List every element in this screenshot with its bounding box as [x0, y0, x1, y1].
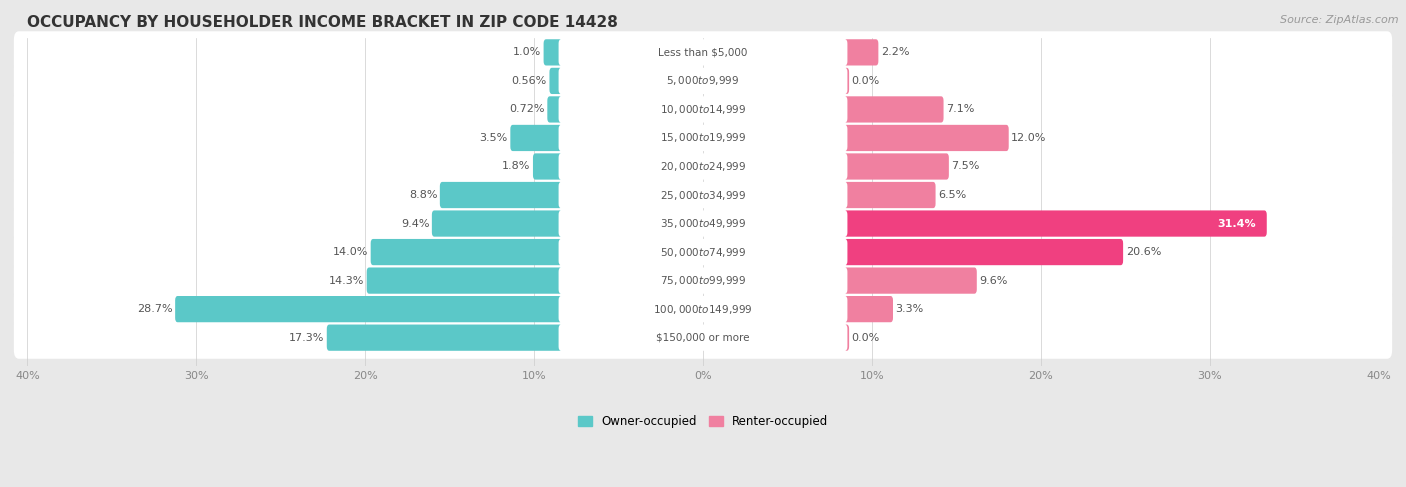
FancyBboxPatch shape: [14, 203, 1392, 244]
Text: $15,000 to $19,999: $15,000 to $19,999: [659, 131, 747, 145]
Text: 17.3%: 17.3%: [288, 333, 325, 343]
FancyBboxPatch shape: [432, 210, 562, 237]
Text: 9.6%: 9.6%: [980, 276, 1008, 285]
Text: 12.0%: 12.0%: [1011, 133, 1046, 143]
FancyBboxPatch shape: [14, 260, 1392, 302]
FancyBboxPatch shape: [558, 39, 848, 65]
Text: 7.1%: 7.1%: [946, 104, 974, 114]
Text: $100,000 to $149,999: $100,000 to $149,999: [654, 302, 752, 316]
FancyBboxPatch shape: [544, 39, 562, 65]
Text: OCCUPANCY BY HOUSEHOLDER INCOME BRACKET IN ZIP CODE 14428: OCCUPANCY BY HOUSEHOLDER INCOME BRACKET …: [27, 15, 619, 30]
Text: 1.0%: 1.0%: [513, 47, 541, 57]
FancyBboxPatch shape: [14, 231, 1392, 273]
Text: 7.5%: 7.5%: [952, 162, 980, 171]
FancyBboxPatch shape: [844, 96, 943, 123]
Text: Source: ZipAtlas.com: Source: ZipAtlas.com: [1281, 15, 1399, 25]
FancyBboxPatch shape: [550, 68, 562, 94]
Text: 0.72%: 0.72%: [509, 104, 544, 114]
FancyBboxPatch shape: [558, 153, 848, 180]
FancyBboxPatch shape: [844, 39, 879, 65]
Text: 6.5%: 6.5%: [938, 190, 966, 200]
FancyBboxPatch shape: [547, 96, 562, 123]
Text: Less than $5,000: Less than $5,000: [658, 47, 748, 57]
FancyBboxPatch shape: [367, 267, 562, 294]
FancyBboxPatch shape: [844, 153, 949, 180]
FancyBboxPatch shape: [844, 182, 935, 208]
Text: 1.8%: 1.8%: [502, 162, 530, 171]
Text: $5,000 to $9,999: $5,000 to $9,999: [666, 75, 740, 87]
Text: 20.6%: 20.6%: [1126, 247, 1161, 257]
Text: 0.56%: 0.56%: [512, 76, 547, 86]
Text: 9.4%: 9.4%: [401, 219, 429, 228]
FancyBboxPatch shape: [326, 324, 562, 351]
FancyBboxPatch shape: [558, 210, 848, 237]
FancyBboxPatch shape: [14, 117, 1392, 159]
FancyBboxPatch shape: [558, 68, 848, 94]
Text: $150,000 or more: $150,000 or more: [657, 333, 749, 343]
FancyBboxPatch shape: [14, 174, 1392, 216]
FancyBboxPatch shape: [533, 153, 562, 180]
FancyBboxPatch shape: [844, 324, 849, 351]
FancyBboxPatch shape: [14, 146, 1392, 187]
FancyBboxPatch shape: [844, 125, 1008, 151]
FancyBboxPatch shape: [14, 288, 1392, 330]
FancyBboxPatch shape: [14, 31, 1392, 74]
Text: 2.2%: 2.2%: [882, 47, 910, 57]
Text: 3.3%: 3.3%: [896, 304, 924, 314]
Text: 14.0%: 14.0%: [333, 247, 368, 257]
FancyBboxPatch shape: [844, 267, 977, 294]
FancyBboxPatch shape: [440, 182, 562, 208]
Text: 28.7%: 28.7%: [136, 304, 173, 314]
FancyBboxPatch shape: [844, 210, 1267, 237]
FancyBboxPatch shape: [14, 60, 1392, 102]
Text: $35,000 to $49,999: $35,000 to $49,999: [659, 217, 747, 230]
FancyBboxPatch shape: [558, 239, 848, 265]
Text: 8.8%: 8.8%: [409, 190, 437, 200]
FancyBboxPatch shape: [558, 182, 848, 208]
FancyBboxPatch shape: [558, 267, 848, 294]
Text: 31.4%: 31.4%: [1218, 219, 1256, 228]
FancyBboxPatch shape: [558, 324, 848, 351]
FancyBboxPatch shape: [844, 68, 849, 94]
FancyBboxPatch shape: [844, 296, 893, 322]
FancyBboxPatch shape: [371, 239, 562, 265]
Text: $20,000 to $24,999: $20,000 to $24,999: [659, 160, 747, 173]
Legend: Owner-occupied, Renter-occupied: Owner-occupied, Renter-occupied: [572, 410, 834, 432]
FancyBboxPatch shape: [510, 125, 562, 151]
Text: 0.0%: 0.0%: [852, 76, 880, 86]
FancyBboxPatch shape: [558, 96, 848, 123]
Text: 3.5%: 3.5%: [479, 133, 508, 143]
Text: $75,000 to $99,999: $75,000 to $99,999: [659, 274, 747, 287]
Text: 14.3%: 14.3%: [329, 276, 364, 285]
Text: $10,000 to $14,999: $10,000 to $14,999: [659, 103, 747, 116]
Text: 0.0%: 0.0%: [852, 333, 880, 343]
FancyBboxPatch shape: [14, 317, 1392, 359]
Text: $50,000 to $74,999: $50,000 to $74,999: [659, 245, 747, 259]
Text: $25,000 to $34,999: $25,000 to $34,999: [659, 188, 747, 202]
FancyBboxPatch shape: [558, 296, 848, 322]
FancyBboxPatch shape: [14, 88, 1392, 131]
FancyBboxPatch shape: [176, 296, 562, 322]
FancyBboxPatch shape: [558, 125, 848, 151]
FancyBboxPatch shape: [844, 239, 1123, 265]
